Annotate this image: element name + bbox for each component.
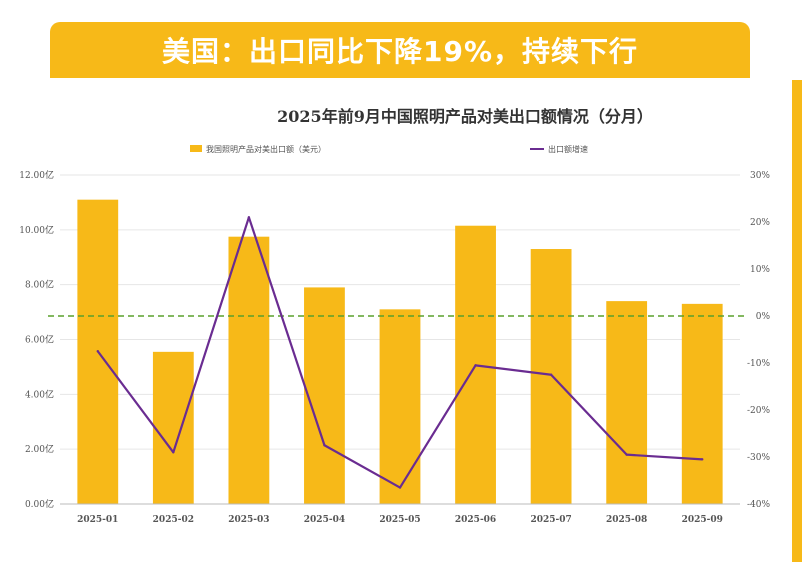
x-tick-label: 2025-02: [153, 515, 194, 525]
side-accent-bar: [792, 80, 802, 562]
growth-line-point: [323, 444, 326, 447]
y-right-tick-label: -20%: [747, 406, 770, 416]
chart-svg: 2025年前9月中国照明产品对美出口额情况（分月） 我国照明产品对美出口额（美元…: [19, 107, 771, 525]
x-tick-label: 2025-08: [606, 515, 647, 525]
y-left-tick-label: 10.00亿: [19, 224, 54, 236]
y-right-tick-label: 30%: [750, 171, 770, 181]
growth-line-point: [625, 453, 628, 456]
bar: [152, 351, 194, 504]
bar: [530, 249, 572, 504]
growth-line-point: [701, 458, 704, 461]
bar: [681, 303, 723, 504]
chart-title: 2025年前9月中国照明产品对美出口额情况（分月）: [277, 107, 653, 126]
growth-line-point: [398, 486, 402, 489]
y-left-tick-label: 12.00亿: [19, 169, 54, 181]
y-left-tick-label: 8.00亿: [25, 279, 54, 291]
x-tick-label: 2025-03: [228, 515, 269, 525]
y-left-tick-label: 4.00亿: [25, 388, 54, 400]
x-tick-label: 2025-09: [682, 515, 723, 525]
y-left-tick-label: 6.00亿: [25, 334, 54, 346]
x-tick-label: 2025-05: [379, 515, 420, 525]
bar: [304, 287, 345, 504]
bar: [228, 236, 270, 504]
y-right-tick-label: 20%: [750, 218, 770, 228]
growth-line-point: [247, 216, 251, 219]
chart-panel: 2025年前9月中国照明产品对美出口额情况（分月） 我国照明产品对美出口额（美元…: [0, 80, 790, 562]
bar: [379, 309, 421, 504]
growth-line-point: [549, 373, 553, 376]
y-right-tick-label: 0%: [756, 312, 771, 322]
x-tick-label: 2025-06: [455, 515, 496, 525]
y-left-tick-label: 0.00亿: [25, 498, 54, 510]
y-right-tick-label: -40%: [747, 500, 770, 510]
y-left-tick-label: 2.00亿: [25, 443, 54, 455]
y-right-tick-label: -10%: [747, 359, 770, 369]
legend-bar-swatch: [190, 145, 202, 152]
x-tick-label: 2025-01: [77, 515, 118, 525]
x-tick-label: 2025-04: [304, 515, 345, 525]
legend-bar-label: 我国照明产品对美出口额（美元）: [206, 144, 326, 154]
growth-line-point: [474, 364, 477, 367]
y-right-tick-label: -30%: [747, 453, 770, 463]
banner-title: 美国：出口同比下降19%，持续下行: [161, 35, 639, 68]
legend-line-label: 出口额增速: [548, 144, 588, 154]
growth-line-point: [96, 350, 99, 353]
y-right-tick-label: 10%: [750, 265, 770, 275]
x-tick-label: 2025-07: [530, 515, 571, 525]
growth-line-point: [172, 451, 175, 454]
title-banner: 美国：出口同比下降19%，持续下行: [50, 22, 750, 78]
bar: [606, 301, 648, 504]
